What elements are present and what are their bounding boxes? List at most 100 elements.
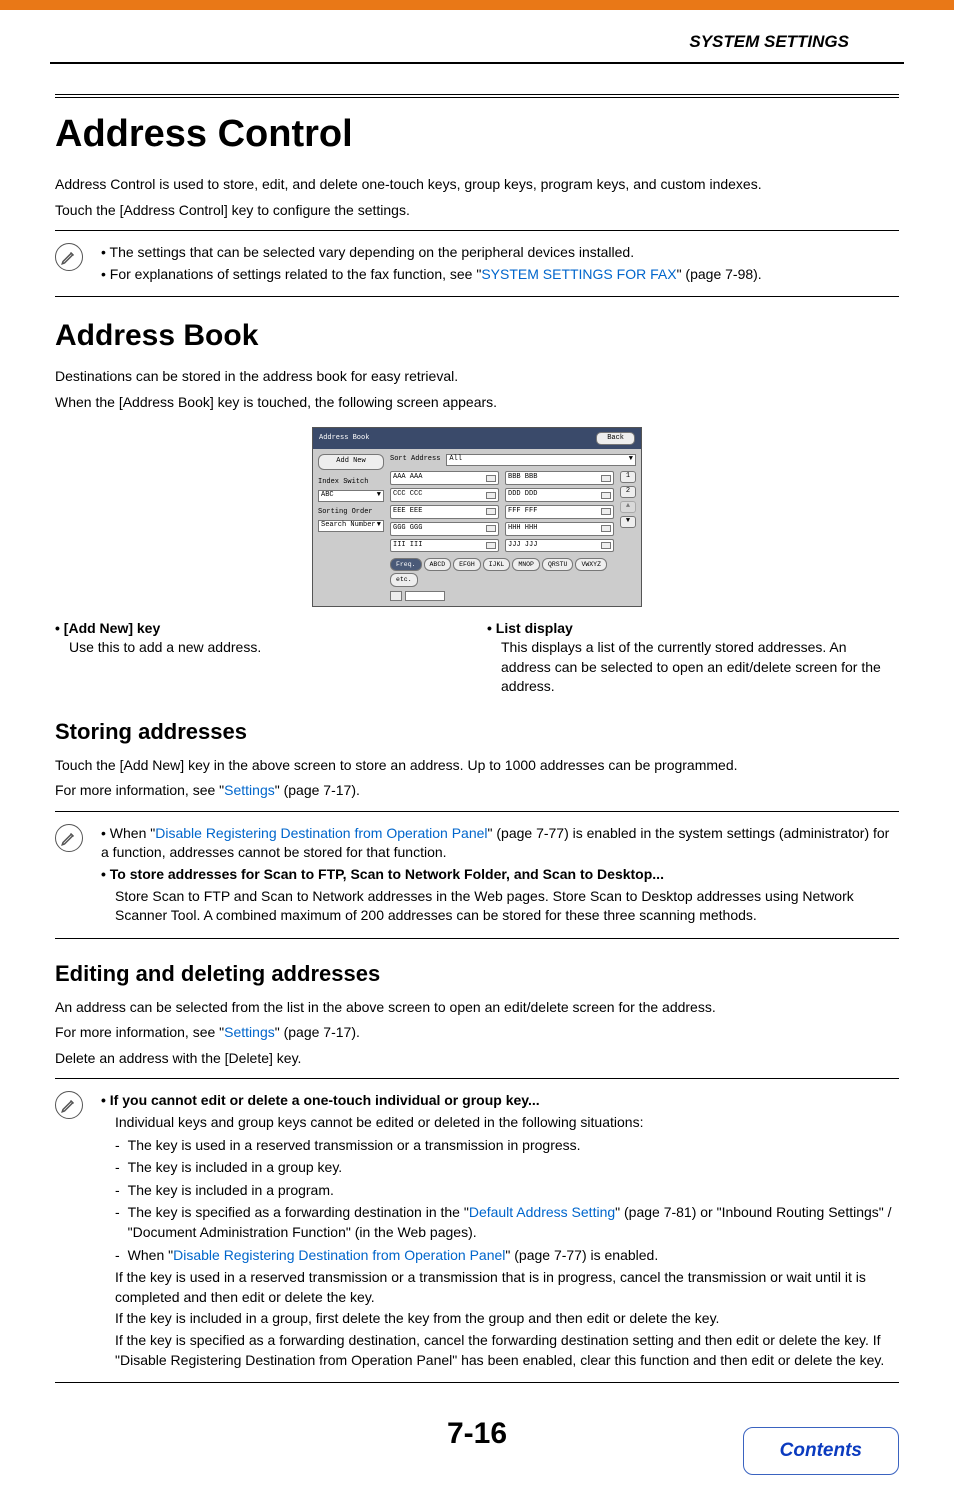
mock-list-item: EEE EEE xyxy=(390,505,499,519)
dropdown-arrow-icon: ▼ xyxy=(629,455,633,465)
note2-line2-body: Store Scan to FTP and Scan to Network ad… xyxy=(101,887,899,926)
scroll-up-icon: ▲ xyxy=(620,501,636,513)
note2-line1: • When "Disable Registering Destination … xyxy=(101,824,899,863)
ab-p2: When the [Address Book] key is touched, … xyxy=(55,393,899,413)
link-settings-2[interactable]: Settings xyxy=(224,1024,275,1040)
storing-p1: Touch the [Add New] key in the above scr… xyxy=(55,756,899,776)
note3-p2: If the key is included in a group, first… xyxy=(101,1309,899,1329)
mock-list-item: CCC CCC xyxy=(390,488,499,502)
mock-list-item: DDD DDD xyxy=(505,488,614,502)
pencil-icon xyxy=(55,1091,83,1119)
n3-d5b: " (page 7-77) is enabled. xyxy=(505,1247,658,1263)
n3-d5a: When " xyxy=(128,1247,173,1263)
divider xyxy=(55,296,899,297)
mock-page-indicator: 1 xyxy=(620,471,636,483)
col-right-heading: • List display xyxy=(487,619,899,639)
note-block-2: • When "Disable Registering Destination … xyxy=(55,822,899,928)
mock-page-indicator: 2 xyxy=(620,486,636,498)
dash-item: -The key is included in a group key. xyxy=(115,1158,899,1178)
dropdown-arrow-icon: ▼ xyxy=(377,521,381,531)
divider xyxy=(55,811,899,812)
pencil-icon xyxy=(55,243,83,271)
envelope-icon xyxy=(601,542,611,549)
link-disable-registering-1[interactable]: Disable Registering Destination from Ope… xyxy=(155,825,487,841)
envelope-icon xyxy=(601,525,611,532)
note1-line2: • For explanations of settings related t… xyxy=(101,265,899,285)
note-block-3: • If you cannot edit or delete a one-tou… xyxy=(55,1089,899,1372)
mock-list-item: JJJ JJJ xyxy=(505,539,614,553)
mock-sort-field: All▼ xyxy=(446,454,636,466)
edit-p1: An address can be selected from the list… xyxy=(55,998,899,1018)
n3-d4: The key is specified as a forwarding des… xyxy=(128,1203,899,1242)
n3-d2: The key is included in a group key. xyxy=(128,1158,899,1178)
note3-heading: • If you cannot edit or delete a one-tou… xyxy=(101,1091,899,1111)
rule-top xyxy=(55,94,899,98)
envelope-icon xyxy=(601,492,611,499)
note1-2b: " (page 7-98). xyxy=(677,266,762,282)
heading-storing: Storing addresses xyxy=(55,717,899,748)
divider xyxy=(55,1078,899,1079)
mock-search-number: Search Number xyxy=(321,521,376,531)
ab-p1: Destinations can be stored in the addres… xyxy=(55,367,899,387)
storing-p2: For more information, see "Settings" (pa… xyxy=(55,781,899,801)
divider xyxy=(55,1382,899,1383)
mock-list-item: FFF FFF xyxy=(505,505,614,519)
envelope-icon xyxy=(486,542,496,549)
mock-abc: ABC xyxy=(321,491,334,501)
scroll-down-icon: ▼ xyxy=(620,516,636,528)
heading-address-book: Address Book xyxy=(55,315,899,357)
storing-p2a: For more information, see " xyxy=(55,782,224,798)
n3-d3: The key is included in a program. xyxy=(128,1181,899,1201)
mock-tab: Freq. xyxy=(390,558,422,571)
divider xyxy=(55,230,899,231)
dash-item: -When "Disable Registering Destination f… xyxy=(115,1246,899,1266)
note1-line1: • The settings that can be selected vary… xyxy=(101,243,899,263)
note3-intro: Individual keys and group keys cannot be… xyxy=(101,1113,899,1133)
mock-user-field xyxy=(405,591,445,601)
note3-p1: If the key is used in a reserved transmi… xyxy=(101,1268,899,1307)
mock-list-item: III III xyxy=(390,539,499,553)
heading-editing: Editing and deleting addresses xyxy=(55,959,899,990)
mock-back-button: Back xyxy=(596,432,635,446)
mock-add-new-button: Add New xyxy=(318,454,384,470)
link-settings-1[interactable]: Settings xyxy=(224,782,275,798)
note1-2a: • For explanations of settings related t… xyxy=(101,266,481,282)
mock-index-switch-label: Index Switch xyxy=(318,478,384,488)
edit-p2b: " (page 7-17). xyxy=(275,1024,360,1040)
envelope-icon xyxy=(486,508,496,515)
contents-button[interactable]: Contents xyxy=(743,1427,899,1476)
link-default-address-setting[interactable]: Default Address Setting xyxy=(469,1204,615,1220)
intro-line-2: Touch the [Address Control] key to confi… xyxy=(55,201,899,221)
dash-item: -The key is used in a reserved transmiss… xyxy=(115,1136,899,1156)
divider xyxy=(55,938,899,939)
dropdown-arrow-icon: ▼ xyxy=(377,491,381,501)
note2-line2-heading: • To store addresses for Scan to FTP, Sc… xyxy=(101,865,899,885)
col-left-heading: • [Add New] key xyxy=(55,619,467,639)
envelope-icon xyxy=(601,508,611,515)
edit-p2: For more information, see "Settings" (pa… xyxy=(55,1023,899,1043)
edit-p2a: For more information, see " xyxy=(55,1024,224,1040)
n2-l1a: • When " xyxy=(101,825,155,841)
mock-list-item: GGG GGG xyxy=(390,522,499,536)
col-right-body: This displays a list of the currently st… xyxy=(487,638,899,697)
mock-sorting-select: Search Number▼ xyxy=(318,520,384,532)
envelope-icon xyxy=(486,492,496,499)
link-disable-registering-2[interactable]: Disable Registering Destination from Ope… xyxy=(173,1247,505,1263)
mock-list-item: BBB BBB xyxy=(505,471,614,485)
pencil-icon xyxy=(55,824,83,852)
note-block-1: • The settings that can be selected vary… xyxy=(55,241,899,286)
n3-d1: The key is used in a reserved transmissi… xyxy=(128,1136,899,1156)
mock-index-select: ABC ▼ xyxy=(318,490,384,502)
mock-tab: IJKL xyxy=(483,558,511,571)
mock-tab: etc. xyxy=(390,573,418,586)
top-accent-bar xyxy=(0,0,954,10)
mock-list-item: AAA AAA xyxy=(390,471,499,485)
edit-p3: Delete an address with the [Delete] key. xyxy=(55,1049,899,1069)
col-left-body: Use this to add a new address. xyxy=(55,638,467,658)
dash-item: -The key is specified as a forwarding de… xyxy=(115,1203,899,1242)
dash-item: -The key is included in a program. xyxy=(115,1181,899,1201)
link-system-settings-fax[interactable]: SYSTEM SETTINGS FOR FAX xyxy=(481,266,676,282)
mock-tab: MNOP xyxy=(512,558,540,571)
envelope-icon xyxy=(486,525,496,532)
mock-list-item: HHH HHH xyxy=(505,522,614,536)
